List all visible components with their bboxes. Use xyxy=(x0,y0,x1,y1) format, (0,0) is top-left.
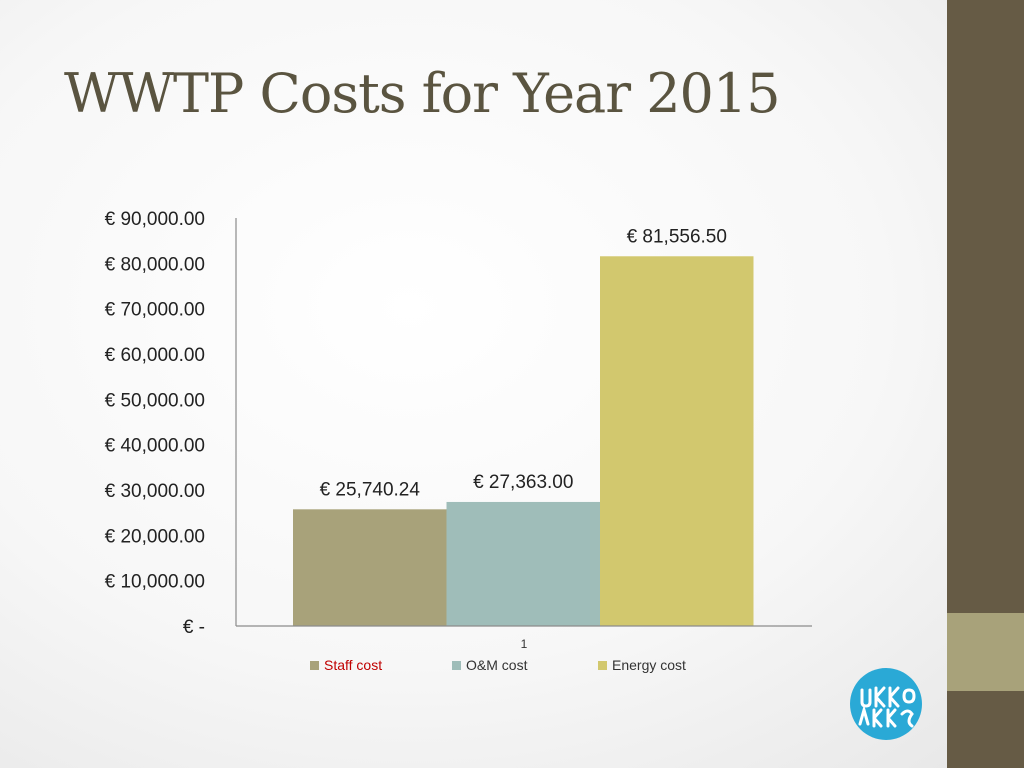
side-accent-block xyxy=(947,613,1024,691)
y-tick-label: € 80,000.00 xyxy=(105,254,205,275)
legend-label: Staff cost xyxy=(324,657,383,673)
legend-swatch xyxy=(452,660,461,670)
bar xyxy=(600,256,754,626)
data-label: € 81,556.50 xyxy=(627,226,727,247)
y-tick-label: € 90,000.00 xyxy=(105,209,205,230)
legend-item: O&M cost xyxy=(452,657,527,673)
legend-item: Energy cost xyxy=(598,657,686,673)
legend-swatch xyxy=(598,660,607,670)
legend-label: O&M cost xyxy=(466,657,528,673)
slide-title: WWTP Costs for Year 2015 xyxy=(64,62,781,125)
chart-legend: Staff cost O&M cost Energy cost xyxy=(0,657,947,677)
legend-label: Energy cost xyxy=(612,657,686,673)
data-label: € 25,740.24 xyxy=(320,479,421,500)
bar xyxy=(446,501,600,626)
logo-icon xyxy=(850,668,922,740)
y-tick-label: € 10,000.00 xyxy=(105,572,205,593)
y-tick-label: € 30,000.00 xyxy=(105,481,205,502)
y-tick-label: € 60,000.00 xyxy=(105,345,205,366)
legend-item: Staff cost xyxy=(310,657,382,673)
y-tick-label: € 40,000.00 xyxy=(105,436,205,457)
legend-swatch xyxy=(310,660,319,670)
data-label: € 27,363.00 xyxy=(473,472,573,493)
bar-chart: € - € 10,000.00 € 20,000.00 € 30,000.00 € 40… xyxy=(105,209,812,651)
x-category-label: 1 xyxy=(521,637,528,651)
y-tick-label: € 70,000.00 xyxy=(105,300,205,321)
y-tick-label: € - xyxy=(183,617,205,638)
y-tick-label: € 50,000.00 xyxy=(105,390,205,411)
y-tick-label: € 20,000.00 xyxy=(105,526,205,547)
bar xyxy=(293,509,447,626)
